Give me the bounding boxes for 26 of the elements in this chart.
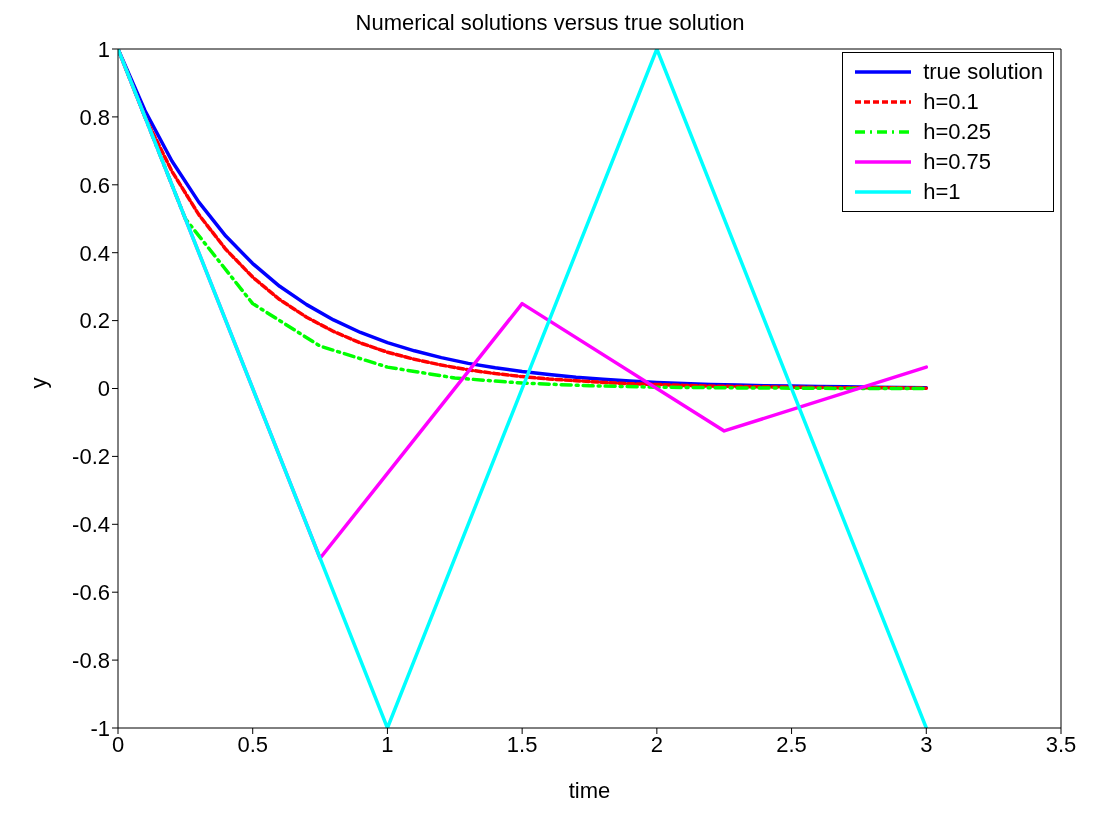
x-tick-label: 2 [650,731,663,757]
legend-label: h=0.75 [923,149,992,175]
x-tick-label: 3 [920,731,933,757]
y-tick-label: 0.4 [79,240,110,266]
y-axis-title: y [25,377,51,389]
x-tick-label: 0.5 [237,731,269,757]
x-tick-label: 3.5 [1045,731,1077,757]
y-tick-label: 1 [97,36,110,62]
legend-label: h=1 [923,179,961,205]
x-axis-title: time [568,778,611,803]
y-tick-label: 0.2 [79,308,110,334]
y-tick-label: 0.8 [79,104,110,130]
y-tick-label: -0.4 [72,512,110,538]
chart-title: Numerical solutions versus true solution [354,9,746,37]
y-tick-label: 0.6 [79,172,110,198]
x-tick-label: 1.5 [506,731,538,757]
legend-label: h=0.1 [923,89,979,115]
y-tick-label: -1 [90,715,110,741]
x-tick-label: 1 [381,731,394,757]
y-tick-label: -0.8 [72,647,110,673]
legend-label: true solution [923,59,1043,85]
legend-label: h=0.25 [923,119,992,145]
y-tick-label: -0.6 [72,580,110,606]
y-tick-label: -0.2 [72,444,110,470]
x-tick-label: 2.5 [776,731,807,757]
y-tick-label: 0 [97,376,110,402]
